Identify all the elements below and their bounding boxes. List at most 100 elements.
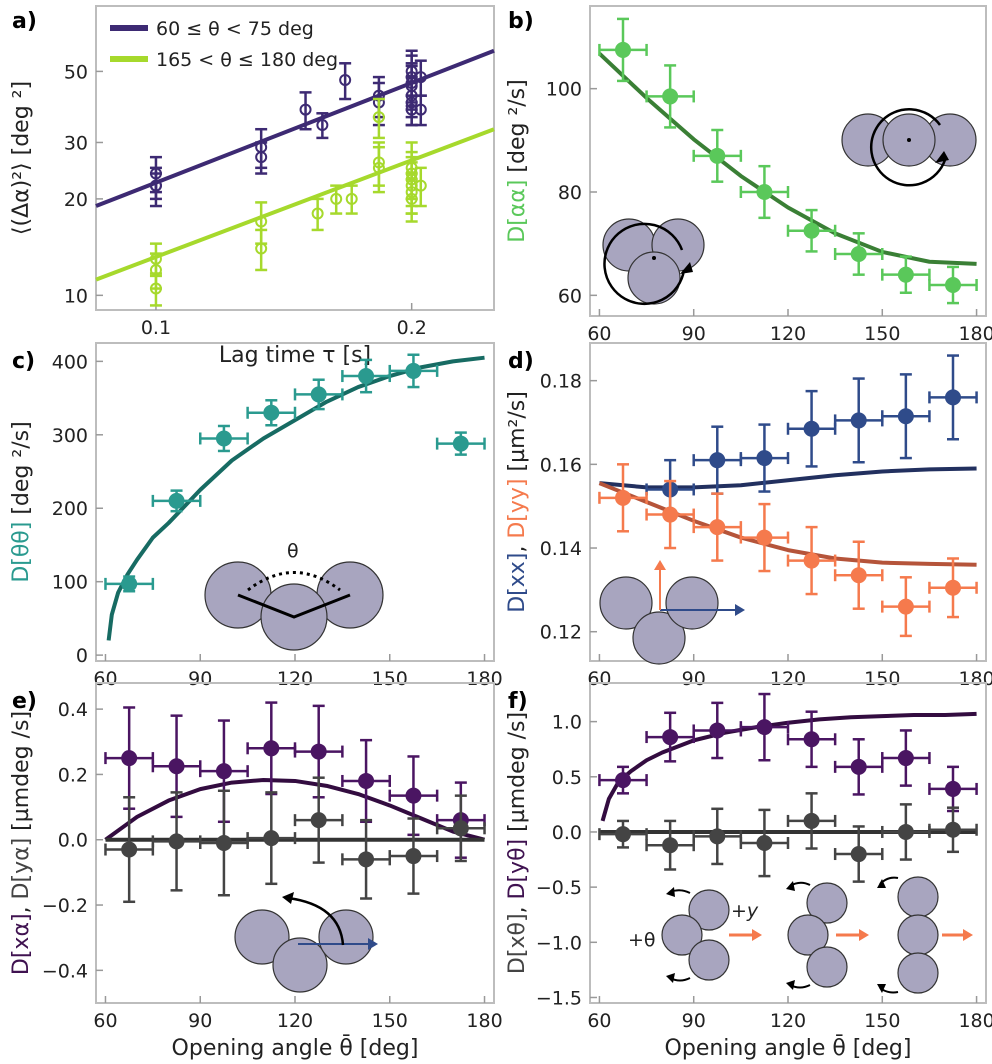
data-point-a <box>339 62 352 101</box>
marker <box>215 430 232 447</box>
y-tick-label-f: −1.0 <box>536 932 582 954</box>
panel-label-e: e) <box>12 689 37 714</box>
data-point-d <box>881 373 931 460</box>
data-point-f <box>692 701 743 760</box>
data-point-e <box>293 776 344 864</box>
data-point-c <box>198 424 249 453</box>
x-tick-label-d: 90 <box>682 668 706 690</box>
marker <box>215 763 232 780</box>
x-tick-label-b: 180 <box>958 323 992 345</box>
data-point-a <box>414 166 427 208</box>
y-tick-label-c: 300 <box>52 425 88 447</box>
marker <box>263 830 280 847</box>
y-tick-label-f: 1.0 <box>552 712 582 734</box>
data-point-f <box>833 825 884 883</box>
model-curve-d-1 <box>598 481 977 567</box>
data-point-a <box>255 228 268 272</box>
marker <box>255 215 268 228</box>
data-point-e <box>341 818 392 900</box>
marker <box>756 450 773 467</box>
y-tick-label-a: 20 <box>64 189 88 211</box>
data-point-a <box>372 145 385 194</box>
y-axis-label-part: D[αα] <box>505 180 530 243</box>
x-tick-label-f: 90 <box>682 1010 706 1032</box>
data-point-c <box>246 399 297 427</box>
y-tick-label-f: 0.5 <box>552 767 582 789</box>
y-axis-label-b: D[αα] [deg ²/s] <box>505 79 530 242</box>
marker <box>803 222 820 239</box>
marker <box>756 184 773 200</box>
data-point-c <box>293 378 344 411</box>
data-point-a <box>405 150 418 201</box>
legend-a: 60 ≤ θ < 75 deg 165 < θ ≤ 180 deg <box>110 18 338 71</box>
marker <box>945 821 961 838</box>
marker <box>299 103 312 116</box>
fit-line-a-0 <box>95 48 495 208</box>
marker <box>897 750 914 767</box>
marker <box>310 386 327 403</box>
data-point-e <box>246 701 297 796</box>
x-tick-label-e: 180 <box>466 1010 502 1032</box>
marker <box>263 740 280 757</box>
data-point-d <box>645 479 695 550</box>
marker <box>897 598 914 615</box>
y-tick-label-b: 100 <box>546 79 582 101</box>
marker <box>945 277 961 293</box>
data-point-c <box>151 489 202 513</box>
marker <box>339 74 352 87</box>
data-point-a <box>330 184 343 215</box>
model-curve-f-0 <box>600 711 977 822</box>
marker <box>405 76 418 89</box>
x-axis-label-f: Opening angle θ̄ [deg] <box>665 1035 912 1061</box>
model-curve-d-0 <box>599 466 977 490</box>
data-point-b <box>881 255 931 294</box>
data-point-b <box>739 164 790 220</box>
marker <box>316 119 329 132</box>
inset-e-sketch <box>234 892 378 993</box>
marker <box>756 835 773 851</box>
panel-label-d: d) <box>508 349 534 374</box>
y-axis-label-part: D[xx] <box>505 553 530 613</box>
y-tick-label-d: 0.14 <box>540 538 582 560</box>
x-tick-label-f: 60 <box>587 1010 611 1032</box>
data-point-d <box>598 463 648 533</box>
data-point-c <box>435 431 486 456</box>
data-point-d <box>739 423 790 493</box>
marker <box>330 192 343 205</box>
y-axis-label-f: D[xθ], D[yθ] [µmdeg /s] <box>505 712 530 974</box>
marker <box>121 575 138 592</box>
data-point-e <box>151 791 202 892</box>
data-point-e <box>435 794 486 863</box>
data-point-b <box>786 208 837 253</box>
x-tick-label-a: 0.2 <box>397 317 427 339</box>
inset-b-rotation-sketch-compact <box>602 218 705 306</box>
data-point-f <box>833 738 884 796</box>
y-tick-label-e: 0.4 <box>58 699 88 721</box>
marker <box>405 362 422 379</box>
data-point-f <box>598 765 648 795</box>
y-axis-label-part: [deg ²/s] <box>9 421 34 521</box>
data-point-a <box>414 94 427 127</box>
data-point-f <box>645 711 695 763</box>
inset-f-plus-y: +y <box>731 900 759 922</box>
inset-c-angle-sketch: θ <box>204 540 384 651</box>
y-axis-label-part: , <box>505 899 530 913</box>
data-point-e <box>246 791 297 886</box>
inset-f-plus-theta: +θ <box>628 929 656 951</box>
marker <box>149 282 162 295</box>
marker <box>372 111 385 124</box>
marker <box>452 820 469 837</box>
y-axis-label-d: D[xx], D[yy] [µm²/s] <box>505 391 530 613</box>
y-tick-label-e: −0.2 <box>42 895 88 917</box>
y-tick-label-d: 0.12 <box>540 622 582 644</box>
x-tick-label-d: 60 <box>587 668 611 690</box>
y-axis-label-part: D[yα] <box>9 838 34 900</box>
data-point-e <box>198 789 249 897</box>
data-point-d <box>881 576 931 638</box>
marker <box>709 828 726 845</box>
data-point-c <box>388 353 439 389</box>
panel-label-b: b) <box>508 9 534 34</box>
data-point-e <box>388 817 439 895</box>
inset-b-rotation-sketch <box>841 108 977 187</box>
marker <box>405 787 422 804</box>
